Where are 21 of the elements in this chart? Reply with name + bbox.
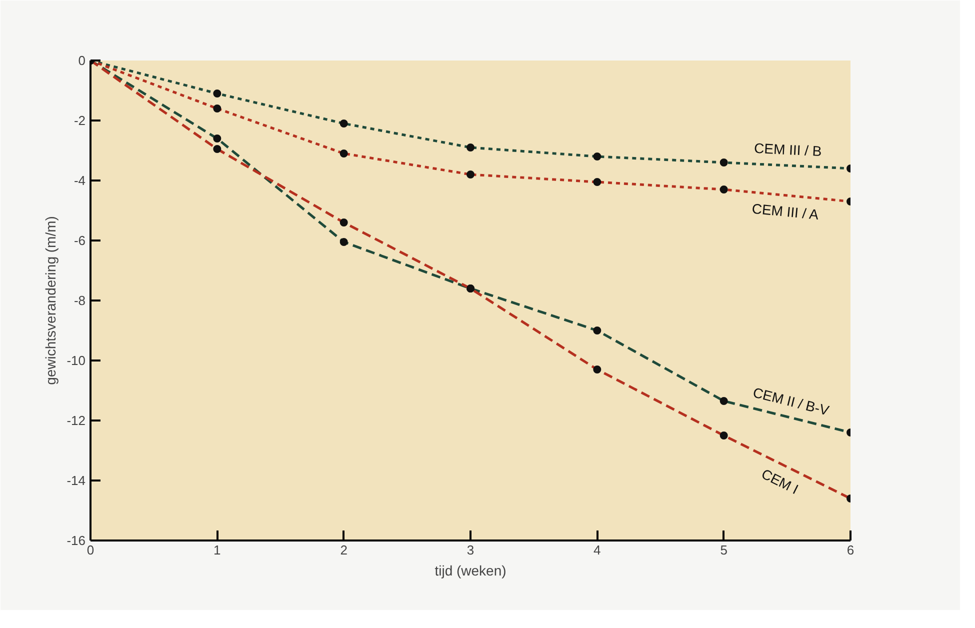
text: CEM III / A — [751, 200, 820, 223]
y-tick-label: -16 — [66, 533, 86, 548]
text: CEM I — [759, 466, 801, 498]
x-axis-title: tijd (weken) — [434, 562, 506, 578]
x-tick-label: 2 — [340, 542, 348, 558]
series-label: CEM III / B — [754, 140, 822, 160]
y-axis-title: gewichtsverandering (m/m) — [42, 216, 59, 385]
x-tick-label: 1 — [214, 542, 221, 558]
y-tick-label: -2 — [74, 113, 86, 128]
text: CEM II / B-V — [751, 384, 832, 419]
y-tick-label: -8 — [74, 293, 86, 308]
y-tick-label: -12 — [66, 413, 86, 428]
y-tick-label: -6 — [74, 233, 86, 248]
y-tick-label: 0 — [78, 53, 86, 68]
x-tick-label: 5 — [720, 542, 728, 558]
x-tick-label: 6 — [846, 542, 854, 558]
y-tick-label: -10 — [66, 353, 86, 368]
x-tick-label: 4 — [594, 542, 601, 558]
x-tick-label: 3 — [466, 542, 474, 558]
y-tick-label: -4 — [74, 173, 86, 188]
y-tick-label: -14 — [66, 473, 86, 488]
